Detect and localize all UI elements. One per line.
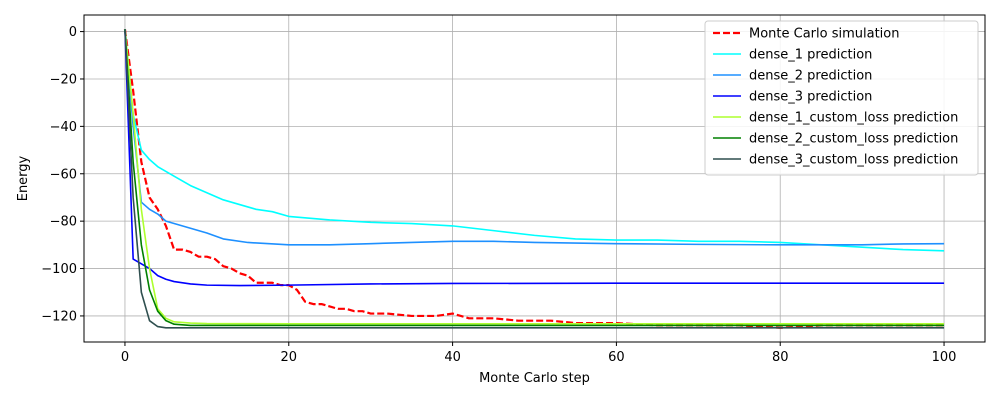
x-axis-label: Monte Carlo step: [479, 371, 590, 386]
x-tick-label: 80: [772, 350, 789, 365]
series-line-6: [124, 29, 945, 327]
legend-entry: dense_3_custom_loss prediction: [749, 153, 958, 168]
legend-box: [704, 20, 979, 176]
y-tick-label: −80: [50, 215, 77, 230]
series-line-7: [124, 29, 945, 329]
legend-entry: dense_1 prediction: [749, 48, 872, 63]
axis-ticks: 0 20 40 60 80 100 0 −20 −40 −60 −80 −100 −120: [41, 25, 956, 365]
legend-entry: dense_1_custom_loss prediction: [749, 111, 958, 126]
x-tick-label: 100: [932, 350, 957, 365]
y-tick-label: −20: [50, 72, 77, 87]
series-line-3: [124, 29, 945, 246]
y-tick-label: −60: [50, 167, 77, 182]
y-tick-label: −40: [50, 120, 77, 135]
series-line-2: [124, 29, 945, 252]
x-tick-label: 0: [121, 350, 129, 365]
plot-frame: [83, 14, 986, 343]
x-tick-label: 20: [280, 350, 297, 365]
y-tick-label: −120: [41, 309, 77, 324]
legend-entry: Monte Carlo simulation: [749, 27, 900, 42]
y-axis-label: Energy: [16, 155, 31, 201]
legend-entry: dense_3 prediction: [749, 90, 872, 105]
legend-entry: dense_2 prediction: [749, 69, 872, 84]
x-tick-label: 40: [444, 350, 461, 365]
series-line-5: [124, 29, 945, 325]
legend: Monte Carlo simulation dense_1 prediction…: [704, 20, 979, 176]
x-tick-label: 60: [608, 350, 625, 365]
y-tick-label: −100: [41, 262, 77, 277]
y-tick-label: 0: [69, 25, 77, 40]
legend-entry: dense_2_custom_loss prediction: [749, 132, 958, 147]
series-lines: [123, 29, 945, 329]
